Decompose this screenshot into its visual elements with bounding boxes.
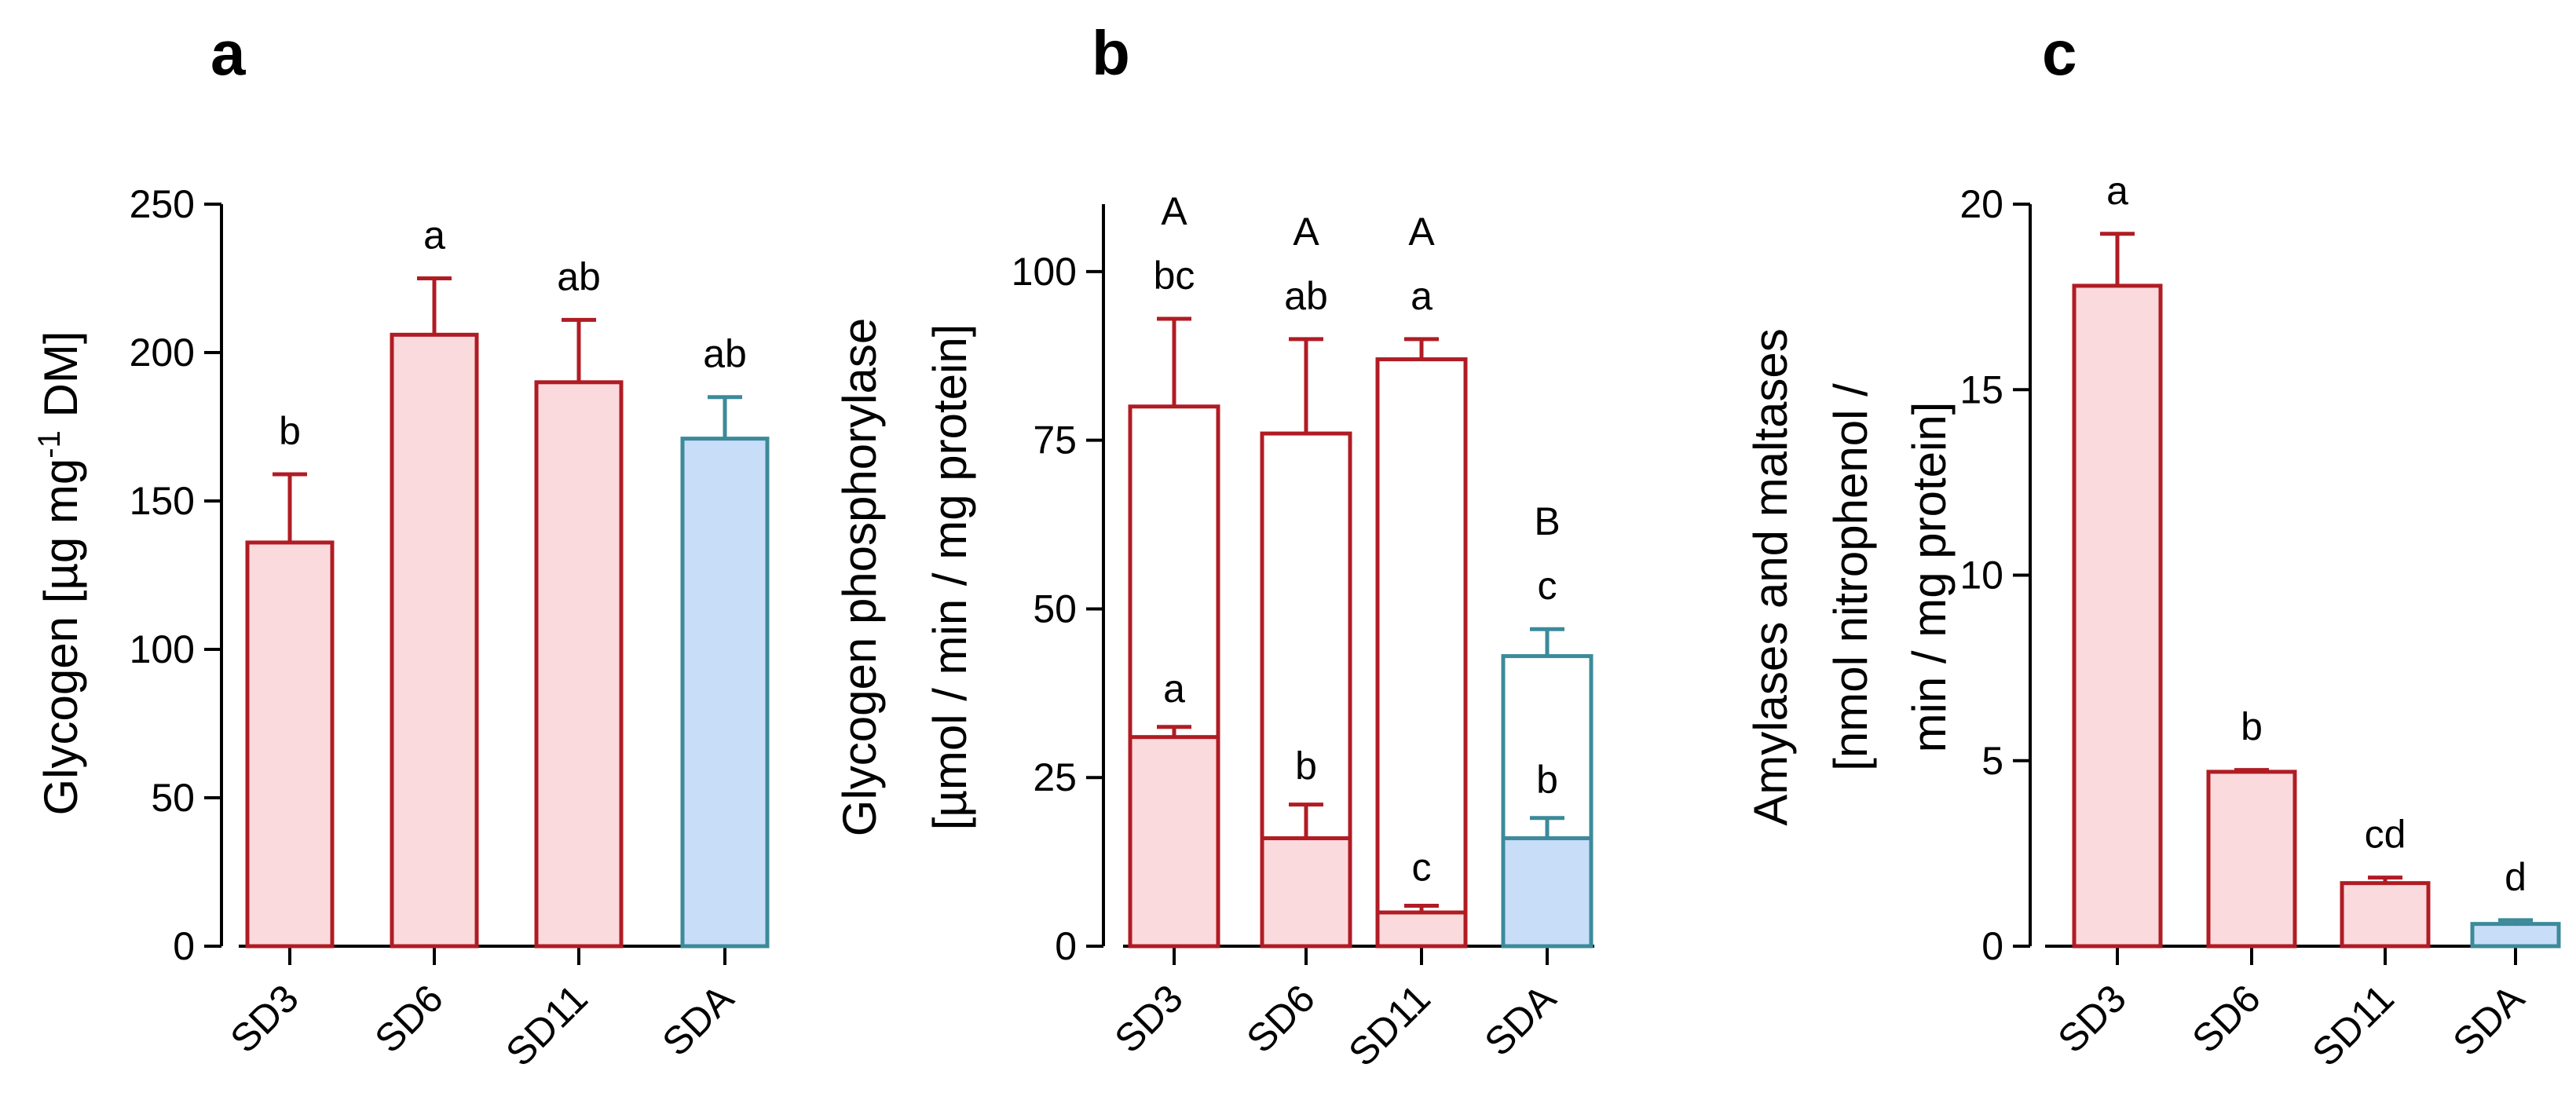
panel-a-x-tick-label: SD11: [497, 976, 595, 1074]
panel-b-y-axis-title-line2: [µmol / min / mg protein]: [924, 324, 976, 831]
panel-b-y-tick-label: 75: [1033, 419, 1077, 462]
panel-a-bar: [680, 437, 770, 949]
panel-c: c Amylases and maltases [nmol nitropheno…: [1744, 18, 2561, 1075]
panel-b-active-significance-letter: c: [1412, 845, 1432, 889]
panel-a-bar: [534, 380, 624, 949]
panel-b-x-tick-label: SDA: [1476, 976, 1564, 1065]
panel-b-active-bar: [1375, 910, 1468, 949]
panel-a-significance-letter: ab: [557, 254, 601, 298]
panel-a-y-tick-label: 50: [151, 776, 195, 820]
panel-a-y-tick-label: 150: [130, 479, 195, 523]
panel-c-y-axis-title-line1: Amylases and maltases: [1744, 328, 1797, 826]
panel-b-active-bar: [1501, 836, 1594, 949]
panel-b-active-significance-letter: b: [1295, 744, 1317, 788]
panel-c-bar: [2072, 283, 2163, 949]
panel-b-group-letter: A: [1293, 210, 1319, 254]
panel-c-x-tick-label: SDA: [2444, 976, 2533, 1065]
panel-c-x-tick-label: SD6: [2183, 976, 2268, 1061]
panel-c-significance-letter: b: [2241, 705, 2263, 749]
panel-c-y-tick-label: 10: [1959, 554, 2003, 598]
panel-a-y-tick-label: 100: [130, 627, 195, 671]
panel-c-y-tick-label: 0: [1981, 924, 2003, 968]
panel-b-x-tick-label: SD3: [1106, 976, 1191, 1061]
panel-b-active-bar: [1260, 836, 1352, 949]
panel-c-bar: [2206, 770, 2297, 949]
panel-b-total-significance-letter: a: [1411, 274, 1433, 318]
panel-b-y-tick-label: 50: [1033, 587, 1077, 631]
panel-b-y-tick-label: 25: [1033, 755, 1077, 799]
panel-b-active-bar: [1128, 735, 1220, 949]
panel-a-y-axis-title: Glycogen [µg mg-1 DM]: [32, 331, 87, 815]
panel-a-plot: 0 50 100 150 200 250 SD3 SD6 SD11 SDA b a ab ab: [130, 182, 770, 1075]
panel-b-total-significance-letter: bc: [1154, 254, 1195, 298]
panel-c-bar: [2340, 881, 2431, 949]
panel-a: a Glycogen [µg mg-1 DM] 0 50 100 150 200 250 S…: [32, 18, 770, 1075]
panel-b-y-tick-label: 100: [1012, 250, 1077, 294]
panel-b-active-significance-letter: a: [1163, 667, 1185, 711]
panel-c-y-tick-label: 5: [1981, 739, 2003, 783]
panel-b-group-letter: B: [1534, 499, 1560, 543]
panel-b-group-letter: A: [1161, 189, 1187, 233]
panel-c-y-tick-label: 20: [1959, 182, 2003, 226]
panel-c-x-tick-label: SD3: [2049, 976, 2134, 1061]
panel-a-x-tick-label: SD6: [366, 976, 451, 1061]
panel-b-total-bar: [1375, 357, 1468, 949]
panel-a-bar: [390, 332, 479, 949]
panel-c-significance-letter: cd: [2365, 813, 2406, 857]
panel-a-bar: [245, 540, 335, 949]
panel-c-x-tick-label: SD11: [2303, 976, 2402, 1074]
panel-c-label: c: [2042, 18, 2077, 88]
panel-b-active-significance-letter: b: [1536, 758, 1558, 802]
panel-b-total-significance-letter: ab: [1284, 274, 1328, 318]
panel-a-label: a: [210, 18, 246, 88]
panel-b-x-tick-label: SD11: [1340, 976, 1438, 1074]
panel-a-x-tick-label: SDA: [653, 976, 742, 1065]
panel-a-x-tick-label: SD3: [221, 976, 306, 1061]
panel-a-significance-letter: ab: [703, 332, 747, 376]
panel-c-significance-letter: a: [2106, 169, 2128, 213]
panel-b: b Glycogen phosphorylase [µmol / min / m…: [833, 18, 1594, 1075]
panel-b-x-tick-label: SD6: [1238, 976, 1323, 1061]
panel-c-significance-letter: d: [2505, 855, 2527, 899]
panel-c-y-tick-label: 15: [1959, 367, 2003, 411]
panel-b-y-tick-label: 0: [1055, 924, 1077, 968]
panel-a-y-tick-label: 0: [173, 924, 195, 968]
panel-a-significance-letter: b: [279, 409, 301, 453]
panel-a-y-tick-label: 200: [130, 331, 195, 375]
panel-c-y-axis-title-line2: [nmol nitrophenol /: [1824, 383, 1877, 771]
panel-c-bar: [2470, 922, 2561, 949]
panel-b-group-letter: A: [1408, 210, 1435, 254]
panel-a-y-tick-label: 250: [130, 182, 195, 226]
panel-b-label: b: [1092, 18, 1130, 88]
panel-c-y-axis-title-line3: min / mg protein]: [1903, 402, 1956, 753]
panel-c-plot: 0 5 10 15 20 SD3 SD6 SD11 SDA a b cd d: [1959, 169, 2561, 1075]
panel-a-significance-letter: a: [423, 214, 445, 258]
panel-b-y-axis-title-line1: Glycogen phosphorylase: [833, 318, 886, 836]
panel-b-total-significance-letter: c: [1538, 564, 1557, 608]
